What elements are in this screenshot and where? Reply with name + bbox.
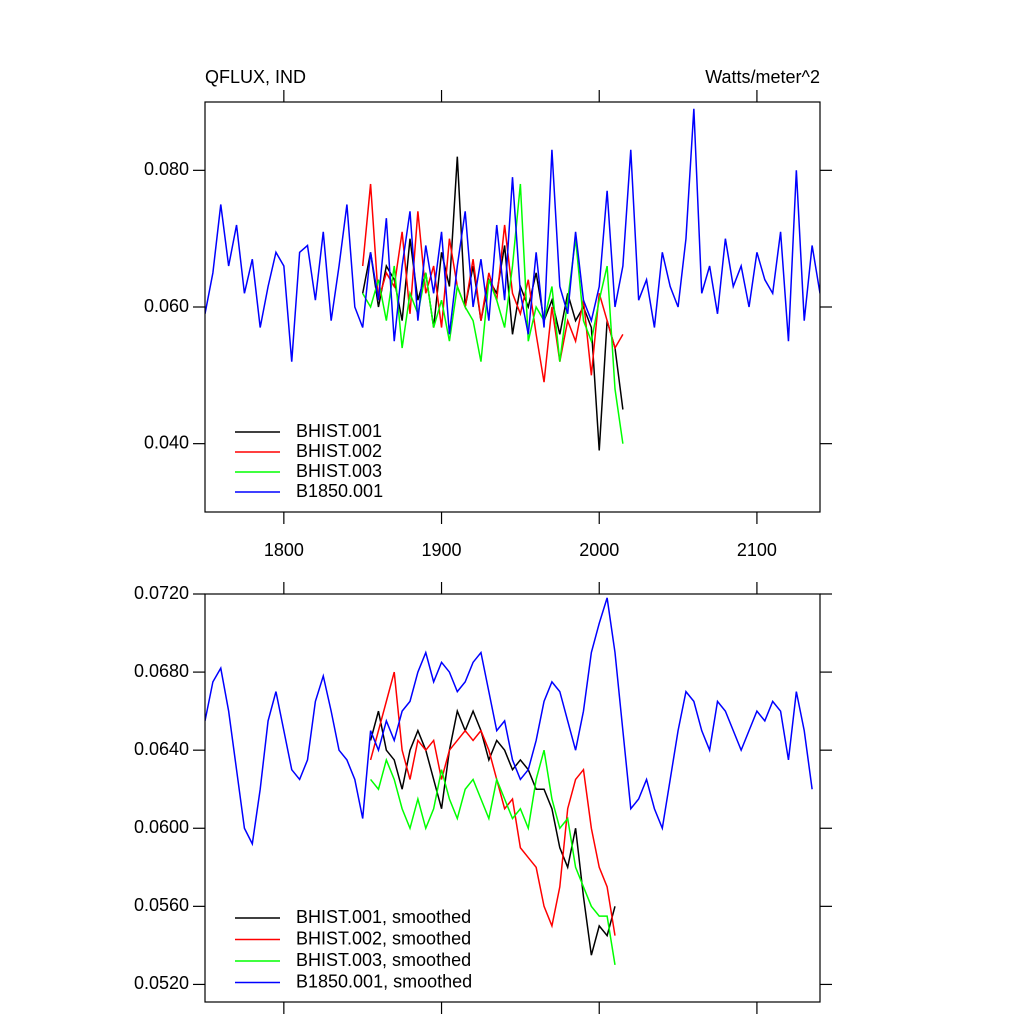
- series-line: [369, 749, 616, 966]
- legend-label: BHIST.002: [296, 441, 382, 461]
- y-tick-label: 0.040: [144, 432, 189, 452]
- x-tick-label: 2100: [737, 540, 777, 560]
- legend-label: B1850.001: [296, 481, 383, 501]
- chart-title: QFLUX, IND: [205, 67, 306, 87]
- series-line: [205, 108, 820, 362]
- x-tick-label: 2000: [579, 540, 619, 560]
- plot-frame: [204, 101, 821, 513]
- y-tick-label: 0.0560: [134, 895, 189, 915]
- y-tick-label: 0.0680: [134, 661, 189, 681]
- legend-label: BHIST.003, smoothed: [296, 950, 471, 970]
- y-tick-label: 0.0640: [134, 739, 189, 759]
- y-tick-label: 0.0600: [134, 817, 189, 837]
- units-label: Watts/meter^2: [705, 67, 820, 87]
- y-tick-label: 0.0520: [134, 973, 189, 993]
- plot-frame: [204, 593, 821, 1003]
- y-tick-label: 0.0720: [134, 583, 189, 603]
- x-tick-label: 1800: [264, 540, 304, 560]
- series-line: [361, 183, 624, 383]
- legend-label: B1850.001, smoothed: [296, 971, 472, 991]
- y-tick-label: 0.080: [144, 159, 189, 179]
- legend-label: BHIST.001: [296, 421, 382, 441]
- series-line: [205, 597, 813, 847]
- legend-label: BHIST.001, smoothed: [296, 907, 471, 927]
- x-tick-label: 1900: [422, 540, 462, 560]
- y-tick-label: 0.060: [144, 296, 189, 316]
- series-line: [369, 671, 616, 936]
- legend-label: BHIST.003: [296, 461, 382, 481]
- series-line: [362, 183, 624, 444]
- series-line: [369, 708, 616, 956]
- legend-label: BHIST.002, smoothed: [296, 928, 471, 948]
